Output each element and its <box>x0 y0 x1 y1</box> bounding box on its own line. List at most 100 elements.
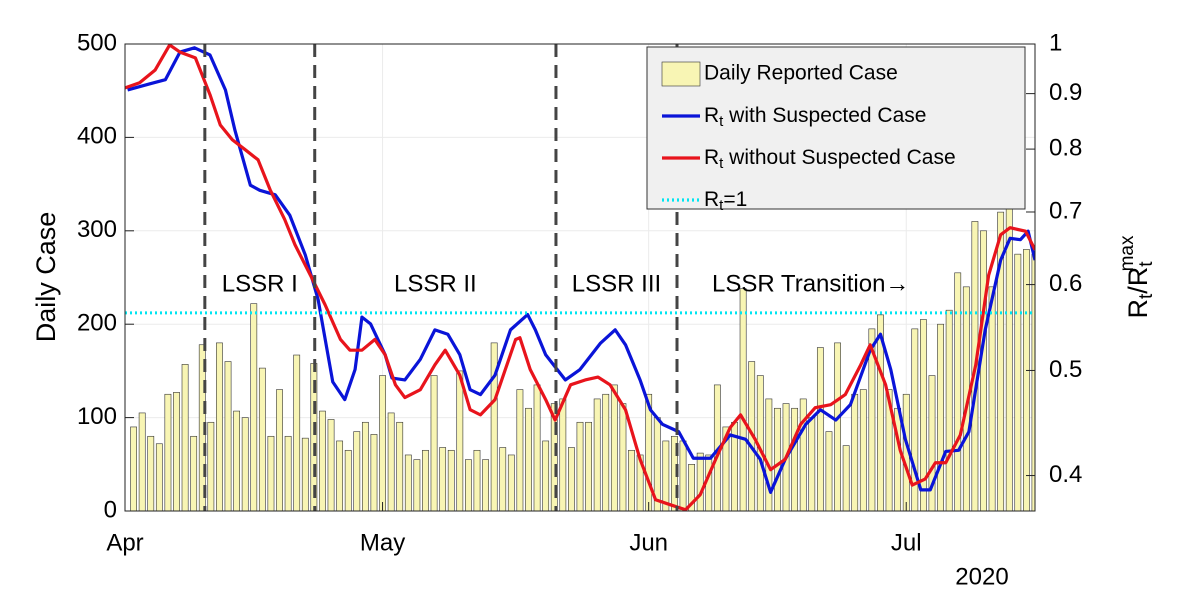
bar <box>628 449 635 511</box>
bar <box>147 435 155 511</box>
bar <box>473 449 481 511</box>
bar <box>138 412 146 511</box>
y-tick-label: 500 <box>77 29 117 56</box>
bar <box>447 449 455 511</box>
bar <box>928 375 936 511</box>
bar <box>679 440 687 511</box>
bar <box>336 440 344 511</box>
y2-tick-label: 0.7 <box>1049 197 1082 224</box>
bar <box>482 459 489 511</box>
y-tick-label: 100 <box>77 403 117 430</box>
bar <box>568 447 575 511</box>
legend-label: Daily Reported Case <box>704 62 898 85</box>
bar <box>404 454 412 511</box>
bar <box>593 398 601 511</box>
y2-tick-label: 0.8 <box>1049 134 1082 161</box>
bar <box>791 407 799 511</box>
bar <box>284 435 292 511</box>
bar <box>619 403 627 511</box>
bar <box>370 434 378 511</box>
y2-tick-label: 1 <box>1049 29 1062 56</box>
y-tick-label: 400 <box>77 123 117 150</box>
bar <box>190 435 198 511</box>
y-tick-label: 200 <box>77 310 117 337</box>
bar <box>344 449 352 511</box>
bar <box>525 407 532 511</box>
phase-label: LSSR Transition→ <box>712 270 909 297</box>
bar <box>799 398 807 511</box>
bar <box>130 426 137 511</box>
y2-tick-label: 0.9 <box>1049 79 1082 106</box>
bar <box>439 447 447 511</box>
bar <box>379 375 386 511</box>
bar <box>276 389 283 511</box>
bar <box>1023 249 1030 511</box>
bar <box>585 421 592 511</box>
bar <box>164 393 172 511</box>
bar <box>859 389 867 511</box>
bar <box>851 393 859 511</box>
phase-label: LSSR III <box>572 270 661 297</box>
y2-tick-label: 0.5 <box>1049 356 1082 383</box>
phase-label: LSSR I <box>222 270 298 297</box>
bar <box>224 361 232 511</box>
bar <box>696 452 704 511</box>
bar <box>808 417 816 511</box>
y2-axis-label: Rt/Rtmax <box>1117 235 1157 318</box>
bar <box>233 410 240 511</box>
bar <box>207 421 215 511</box>
bar <box>988 286 996 511</box>
bar <box>258 367 266 511</box>
y2-tick-label: 0.4 <box>1049 461 1082 488</box>
bar <box>937 323 944 511</box>
plot-area <box>125 44 1035 511</box>
bar <box>173 392 180 511</box>
bar <box>361 421 369 511</box>
x-tick-label: Apr <box>106 529 143 556</box>
bar <box>868 328 876 511</box>
y-tick-label: 300 <box>77 216 117 243</box>
bar <box>499 447 507 511</box>
bar <box>920 319 927 511</box>
legend-label: Rt with Suspected Case <box>704 104 926 130</box>
x-tick-label: Jul <box>891 529 922 556</box>
bar <box>765 398 773 511</box>
bar <box>301 437 309 511</box>
bar <box>997 211 1005 511</box>
bar <box>327 419 335 511</box>
y-axis-label: Daily Case <box>31 212 61 343</box>
line-series <box>127 46 1035 494</box>
bar <box>516 389 524 511</box>
legend-swatch <box>661 61 701 87</box>
y2-tick-label: 0.6 <box>1049 270 1082 297</box>
bar <box>155 443 163 511</box>
bar <box>662 440 670 511</box>
bar <box>490 342 498 511</box>
bar <box>1014 253 1022 511</box>
bar <box>216 342 223 511</box>
bar <box>576 421 584 511</box>
bar <box>739 288 747 511</box>
phase-label: LSSR II <box>394 270 477 297</box>
legend-label: Rt=1 <box>704 188 747 214</box>
bar <box>267 435 275 511</box>
bar <box>422 449 429 511</box>
bar <box>507 454 515 511</box>
legend-box <box>646 46 1026 210</box>
bar <box>550 403 558 511</box>
bar <box>533 384 541 511</box>
bar <box>387 412 395 511</box>
bar <box>610 384 618 511</box>
bar <box>542 440 550 511</box>
bar <box>980 230 987 511</box>
bar <box>911 328 919 511</box>
bar <box>465 459 472 511</box>
bar <box>954 272 962 511</box>
bar <box>353 431 361 511</box>
bar <box>645 393 653 511</box>
bar <box>396 421 404 511</box>
bar <box>293 354 301 511</box>
bar <box>430 375 438 511</box>
bar <box>722 426 730 511</box>
bar <box>456 370 464 511</box>
